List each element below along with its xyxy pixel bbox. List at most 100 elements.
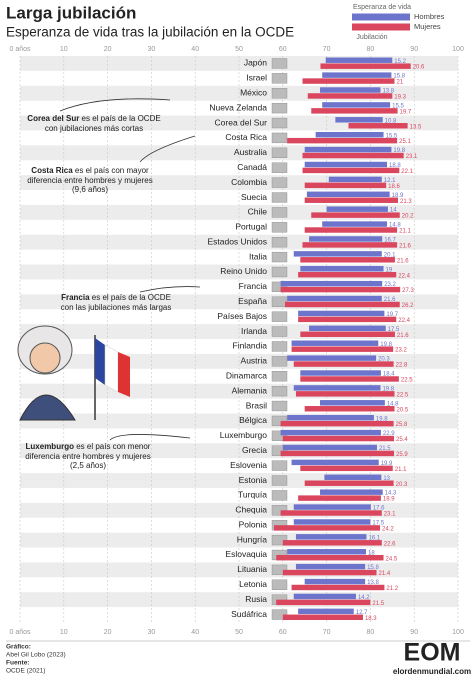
- value-label: 13.8: [382, 89, 394, 95]
- flag: [271, 192, 288, 203]
- value-label: 19.8: [380, 342, 392, 348]
- annotation-text: es el país de la OCDE con las jubilacion…: [60, 293, 172, 312]
- bar: [304, 480, 394, 486]
- bar: [291, 584, 385, 591]
- x-tick-label: 60: [279, 46, 287, 53]
- value-label: 21: [396, 80, 403, 86]
- x-tick-label: 70: [323, 629, 331, 636]
- flag: [271, 490, 288, 501]
- value-label: 22.9: [383, 431, 395, 437]
- connector: [109, 434, 191, 441]
- x-tick-label: 90: [410, 46, 418, 53]
- category-label: Eslovenia: [230, 460, 267, 470]
- bar: [282, 540, 382, 546]
- annotation: Costa Rica es el país con mayor diferenc…: [24, 166, 156, 195]
- value-label: 17.5: [372, 521, 384, 527]
- value-label: 21.2: [386, 586, 398, 592]
- bar: [293, 504, 371, 510]
- bar: [280, 450, 395, 457]
- flag: [271, 296, 288, 307]
- category-label: Australia: [234, 147, 267, 157]
- connector: [139, 135, 196, 163]
- value-label: 15.5: [386, 133, 398, 139]
- value-label: 16.1: [368, 535, 380, 541]
- bar: [282, 444, 377, 451]
- value-label: 23.2: [395, 348, 407, 354]
- category-label: Canadá: [237, 162, 267, 172]
- flag: [271, 400, 288, 412]
- category-label: Corea del Sur: [215, 117, 268, 127]
- bar: [322, 72, 392, 78]
- bar: [300, 465, 393, 472]
- value-label: 21.1: [399, 229, 411, 235]
- value-label: 24.2: [382, 526, 394, 532]
- bar: [306, 191, 390, 197]
- x-tick-label: 90: [410, 629, 418, 636]
- bar: [295, 534, 367, 540]
- bar: [311, 212, 400, 218]
- legend-label: Mujeres: [414, 22, 441, 31]
- bar: [302, 167, 400, 174]
- value-label: 21.6: [384, 297, 396, 303]
- category-label: Luxemburgo: [220, 430, 268, 440]
- bar: [300, 257, 395, 263]
- annotation-text: es el país con menor diferencia entre ho…: [25, 442, 151, 470]
- value-label: 19.3: [394, 95, 406, 101]
- value-label: 13.5: [410, 124, 422, 130]
- value-label: 20.2: [402, 214, 414, 220]
- value-label: 22.8: [396, 363, 408, 369]
- bar: [322, 221, 388, 227]
- value-label: 20.5: [396, 407, 408, 413]
- value-label: 20.1: [384, 252, 396, 258]
- value-label: 19: [386, 267, 393, 273]
- bar: [293, 519, 371, 525]
- category-label: Brasil: [246, 400, 267, 410]
- flag: [271, 341, 288, 352]
- x-tick-label: 100: [452, 629, 464, 636]
- bar: [300, 376, 399, 382]
- bar: [320, 63, 411, 69]
- bar: [304, 197, 398, 203]
- bar: [276, 554, 384, 561]
- category-label: Suecia: [241, 192, 267, 202]
- bar: [287, 355, 377, 361]
- flag: [271, 385, 288, 397]
- logo: EOM: [404, 639, 461, 667]
- bar: [293, 361, 394, 367]
- category-label: Rusia: [245, 594, 267, 604]
- bar: [311, 108, 398, 114]
- value-label: 25.1: [399, 139, 411, 145]
- bar: [291, 340, 379, 346]
- value-label: 27.3: [402, 288, 414, 294]
- x-tick-label: 10: [60, 629, 68, 636]
- value-label: 12.1: [384, 178, 396, 184]
- value-label: 14: [390, 208, 397, 214]
- x-tick-label: 10: [60, 46, 68, 53]
- category-label: Irlanda: [241, 326, 267, 336]
- category-label: México: [240, 87, 267, 97]
- x-tick-label: 80: [367, 629, 375, 636]
- bar: [348, 123, 408, 129]
- value-label: 17.6: [373, 506, 385, 512]
- bar: [293, 251, 382, 257]
- bar: [304, 146, 392, 153]
- bar: [280, 429, 381, 436]
- x-tick-label: 30: [148, 46, 156, 53]
- value-label: 23.1: [406, 154, 418, 160]
- annotation: Francia es el país de la OCDE con las ju…: [60, 293, 172, 312]
- bar: [295, 563, 366, 570]
- flag: [271, 460, 288, 471]
- value-label: 21.6: [399, 243, 411, 249]
- bar: [307, 93, 393, 99]
- flag: [271, 237, 288, 248]
- bar: [325, 57, 393, 63]
- x-tick-label: 40: [191, 629, 199, 636]
- flag: [271, 117, 288, 129]
- value-label: 20.3: [396, 482, 408, 488]
- bar: [304, 161, 388, 168]
- source: OCDE (2021): [6, 668, 45, 675]
- bar: [298, 495, 381, 501]
- value-label: 20.3: [378, 357, 390, 363]
- bar: [304, 578, 366, 585]
